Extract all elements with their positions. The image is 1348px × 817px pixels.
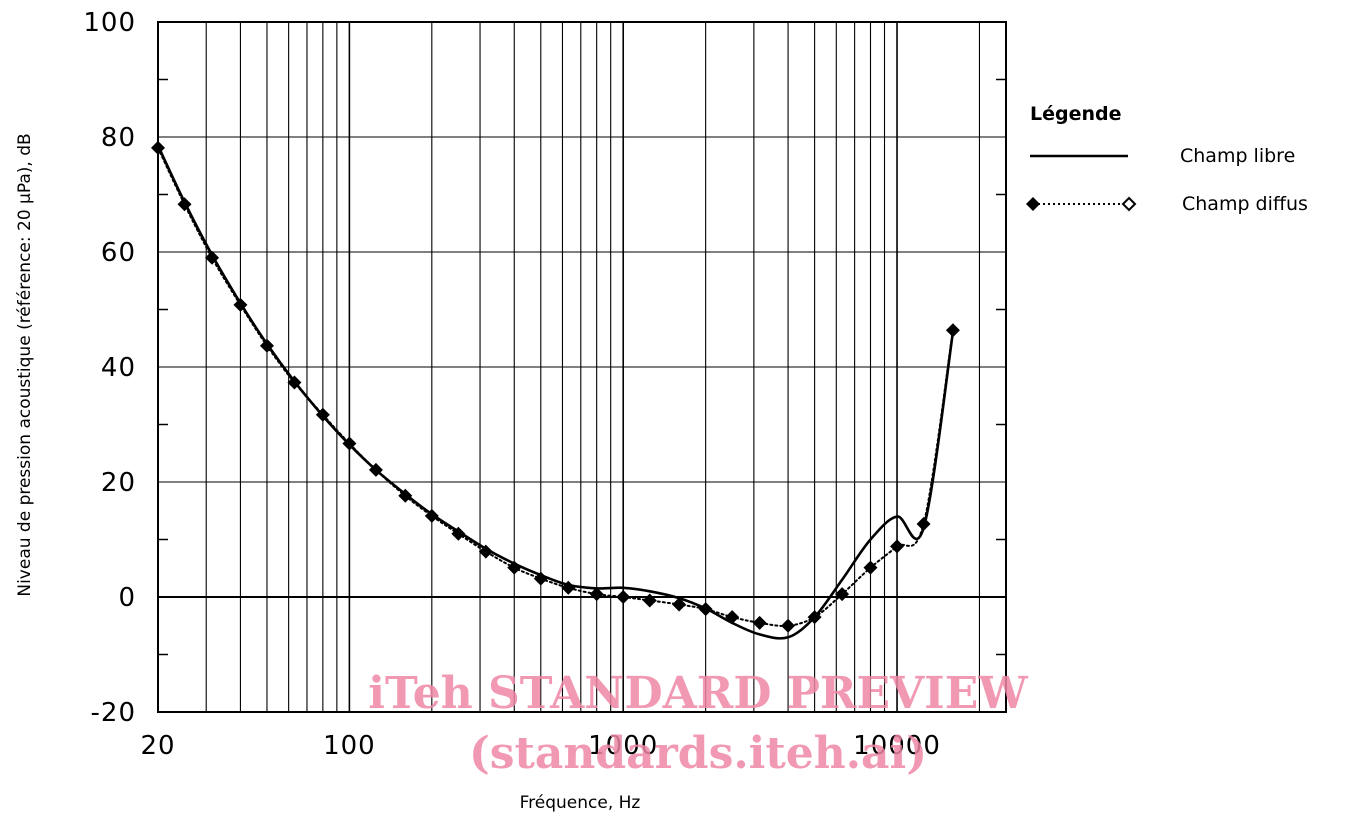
data-point-champ-diffus — [151, 140, 165, 155]
series-lines — [156, 144, 955, 640]
x-tick-label: 100 — [323, 731, 376, 761]
y-tick-label: 40 — [101, 353, 136, 383]
legend-marker-filled — [1026, 197, 1040, 211]
plot-frame — [157, 21, 1007, 713]
data-point-champ-diffus — [835, 587, 850, 602]
data-point-champ-diffus — [533, 571, 548, 586]
data-point-champ-diffus — [916, 516, 931, 531]
legend-entry-champ-diffus: Champ diffus — [1182, 193, 1308, 215]
x-axis-label: Fréquence, Hz — [520, 793, 641, 813]
data-point-champ-diffus — [259, 338, 274, 353]
watermark-line-2: (standards.iteh.ai) — [469, 728, 927, 779]
series-line-champ-libre — [156, 144, 955, 640]
data-point-champ-diffus — [507, 560, 522, 575]
data-point-champ-diffus — [725, 610, 740, 625]
legend-marker-open — [1121, 196, 1137, 212]
data-point-champ-diffus — [478, 544, 493, 559]
y-axis-label: Niveau de pression acoustique (référence… — [15, 133, 35, 596]
y-tick-label: 80 — [101, 123, 136, 153]
data-point-champ-diffus — [616, 590, 631, 604]
data-point-champ-diffus — [342, 436, 357, 451]
data-point-champ-diffus — [642, 593, 657, 608]
data-point-champ-diffus — [781, 618, 796, 633]
data-point-champ-diffus — [561, 580, 576, 595]
data-point-champ-diffus — [945, 323, 960, 338]
series-line-champ-diffus — [157, 146, 954, 627]
data-point-champ-diffus — [398, 488, 413, 503]
data-point-champ-diffus — [233, 297, 248, 312]
data-point-champ-diffus — [863, 560, 878, 575]
legend-entry-champ-libre: Champ libre — [1180, 145, 1295, 167]
data-point-champ-diffus — [315, 407, 330, 422]
data-point-champ-diffus — [890, 539, 905, 554]
legend-title: Légende — [1030, 103, 1122, 125]
y-tick-label: 0 — [118, 583, 136, 613]
data-point-champ-diffus — [368, 462, 383, 477]
data-point-champ-diffus — [698, 602, 713, 617]
legend: Légende Champ libre Champ diffus — [1026, 103, 1308, 215]
x-tick-label: 1000 — [588, 731, 658, 761]
data-point-champ-diffus — [177, 197, 192, 212]
x-tick-label: 10000 — [853, 731, 941, 761]
data-point-champ-diffus — [205, 250, 220, 265]
watermark-line-1: iTeh STANDARD PREVIEW — [368, 668, 1028, 719]
y-tick-label: 100 — [83, 8, 136, 38]
y-axis-ticks: 100 80 60 40 20 0 -20 — [83, 8, 136, 728]
data-point-champ-diffus — [752, 615, 767, 630]
y-tick-label: -20 — [91, 698, 136, 728]
y-tick-label: 60 — [101, 238, 136, 268]
data-point-champ-diffus — [287, 375, 302, 390]
x-tick-label: 20 — [140, 731, 175, 761]
data-point-champ-diffus — [672, 597, 687, 612]
data-point-champ-diffus — [807, 610, 822, 625]
data-point-champ-diffus — [424, 508, 439, 523]
y-tick-label: 20 — [101, 468, 136, 498]
series-markers — [151, 140, 960, 633]
chart-grid — [158, 22, 1006, 712]
data-point-champ-diffus — [451, 526, 466, 541]
data-point-champ-diffus — [589, 587, 604, 602]
x-axis-ticks: 20 100 1000 10000 — [140, 731, 941, 761]
watermark: iTeh STANDARD PREVIEW (standards.iteh.ai… — [368, 668, 1028, 779]
